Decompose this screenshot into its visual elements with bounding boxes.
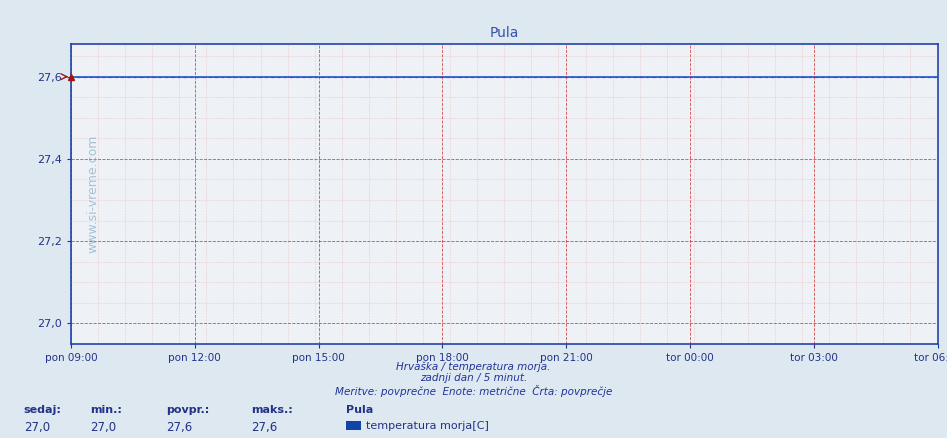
Text: min.:: min.: xyxy=(90,405,122,415)
Text: zadnji dan / 5 minut.: zadnji dan / 5 minut. xyxy=(420,373,527,383)
Text: sedaj:: sedaj: xyxy=(24,405,62,415)
Text: 27,6: 27,6 xyxy=(166,421,192,434)
Text: 27,6: 27,6 xyxy=(251,421,277,434)
Text: Hrvaška / temperatura morja.: Hrvaška / temperatura morja. xyxy=(396,361,551,372)
Text: Pula: Pula xyxy=(346,405,373,415)
Text: 27,0: 27,0 xyxy=(24,421,50,434)
Text: www.si-vreme.com: www.si-vreme.com xyxy=(86,134,99,253)
Title: Pula: Pula xyxy=(490,26,519,40)
Text: povpr.:: povpr.: xyxy=(166,405,209,415)
Text: 27,0: 27,0 xyxy=(90,421,116,434)
Text: maks.:: maks.: xyxy=(251,405,293,415)
Text: Meritve: povprečne  Enote: metrične  Črta: povprečje: Meritve: povprečne Enote: metrične Črta:… xyxy=(335,385,612,397)
Text: temperatura morja[C]: temperatura morja[C] xyxy=(366,421,489,431)
